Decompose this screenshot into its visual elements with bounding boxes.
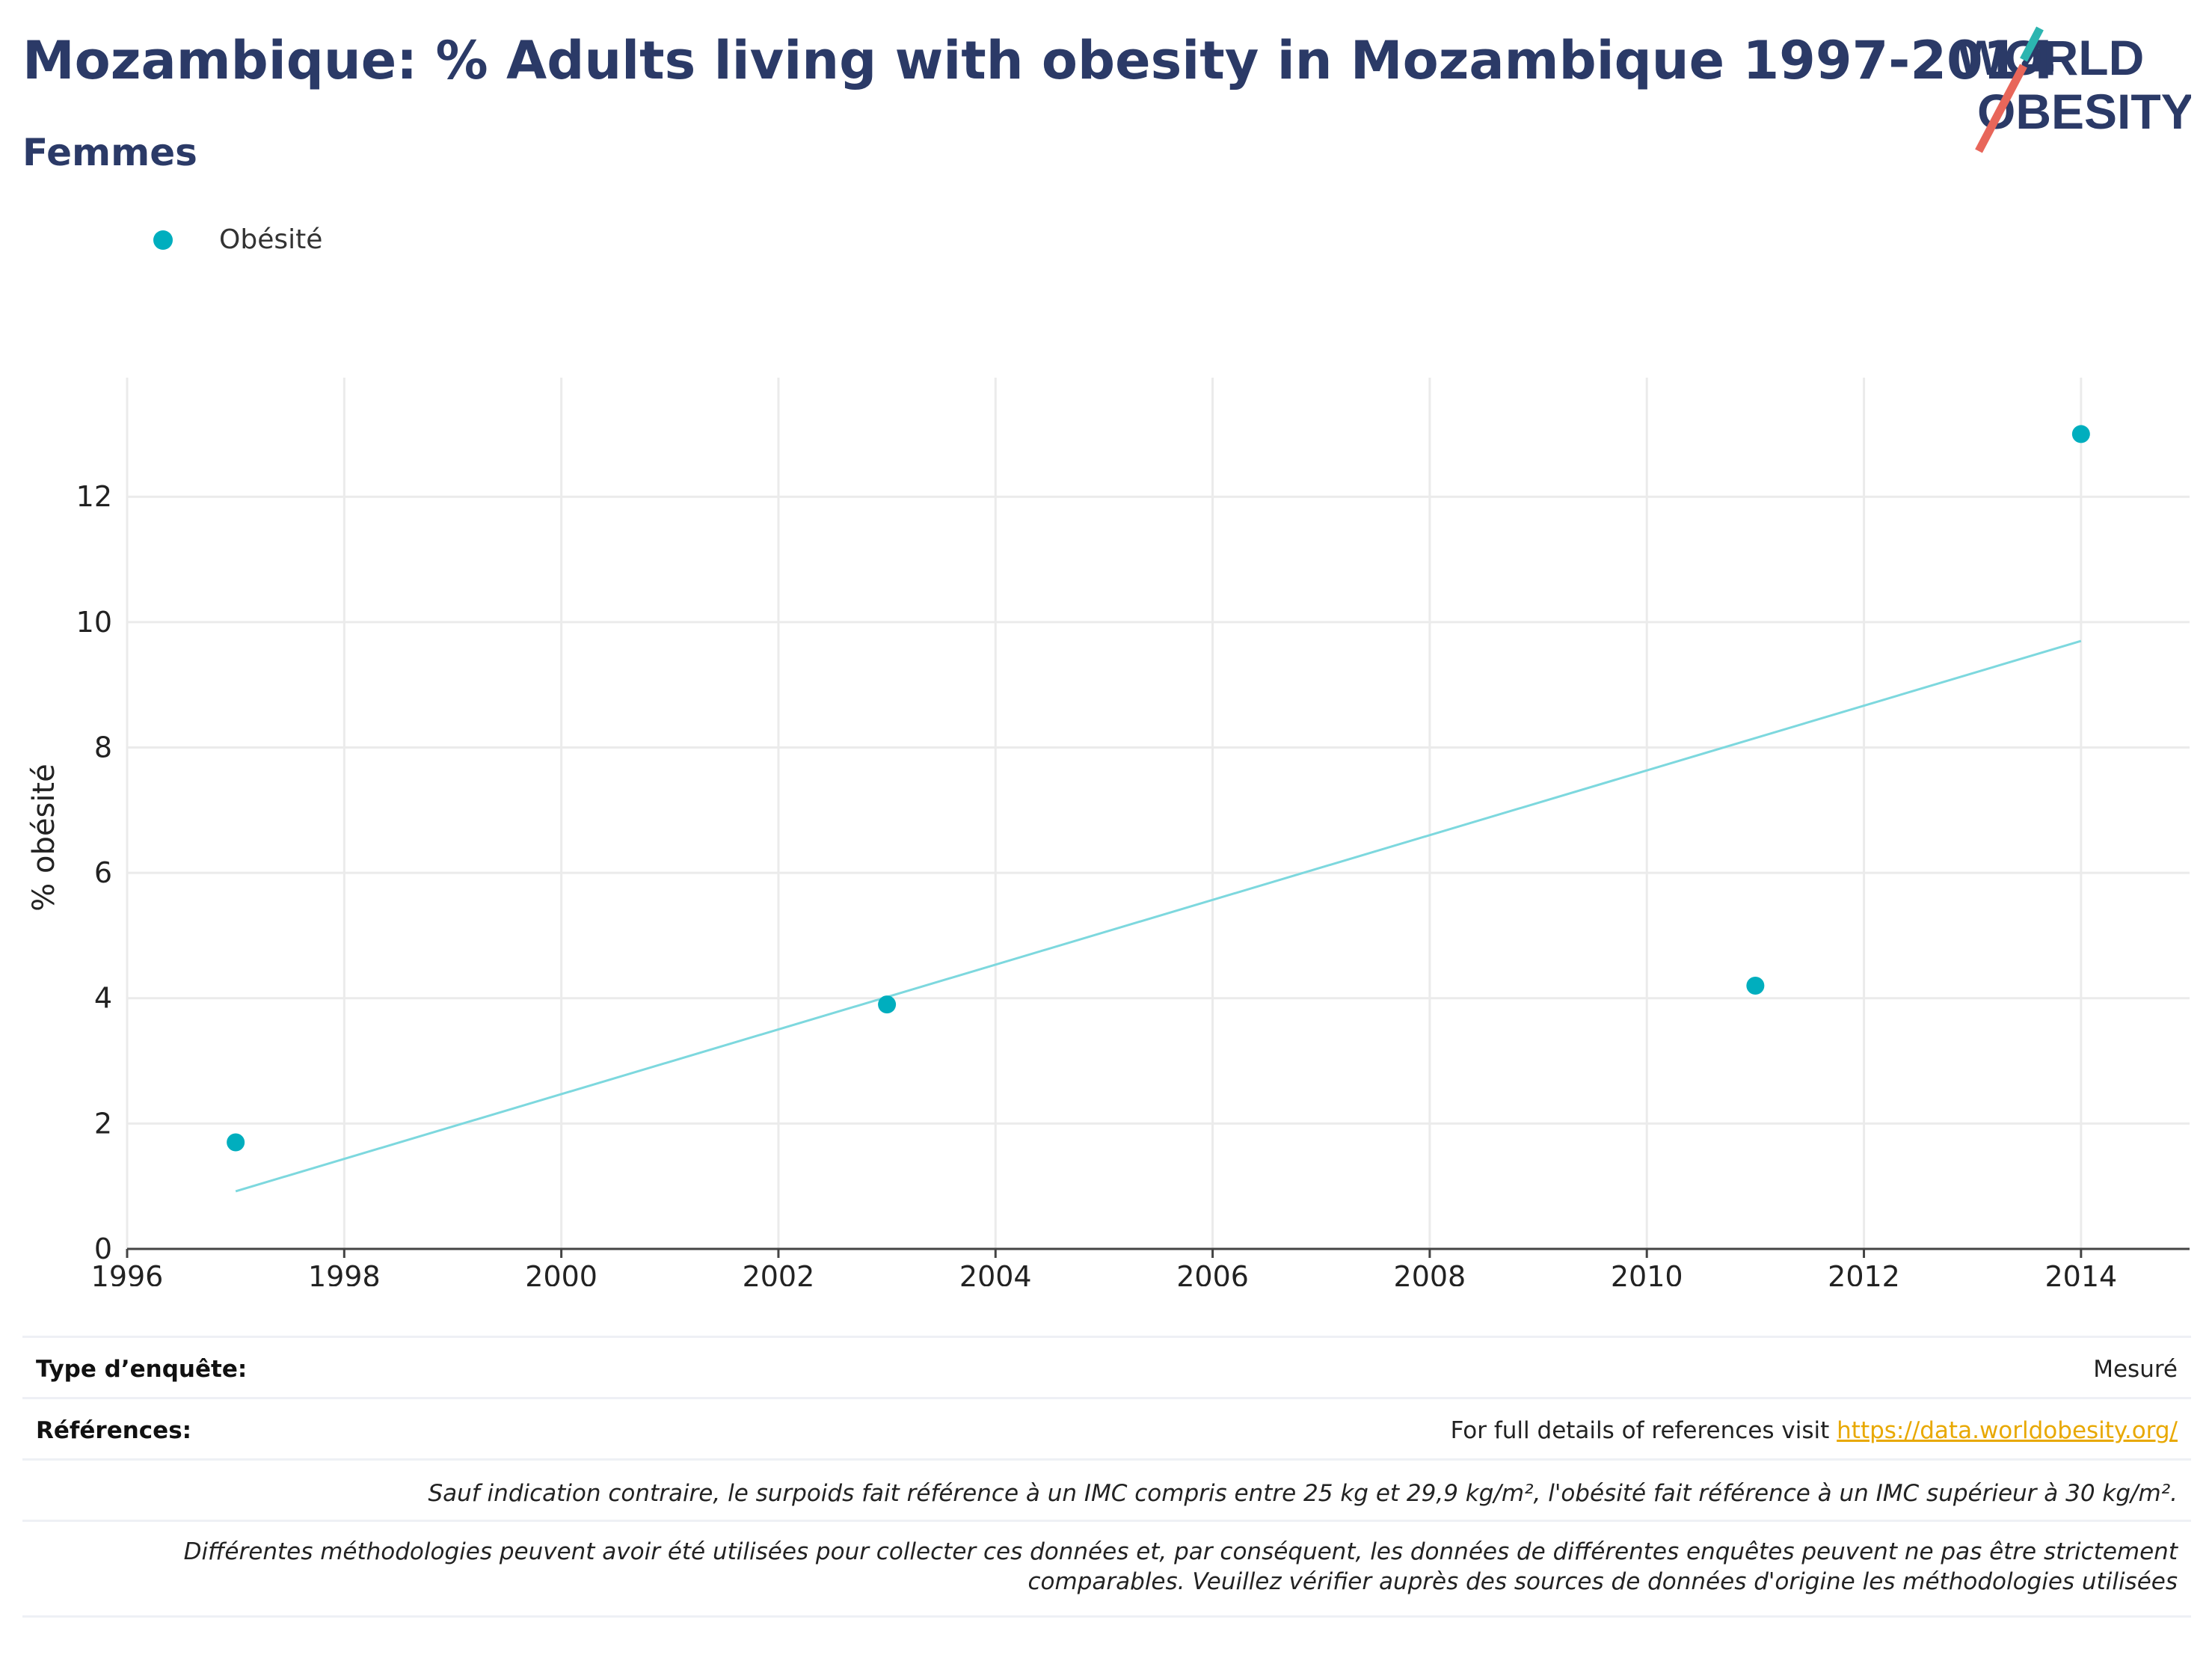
references-link[interactable]: https://data.worldobesity.org/ (1837, 1417, 2178, 1444)
axes: 1996 1998 2000 2002 2004 2006 2008 2010 2012 2014… (76, 480, 2190, 1286)
footer-row-survey-type: Type d’enquête: Mesuré (22, 1336, 2191, 1399)
methodology-note-line1: Différentes méthodologies peuvent avoir … (183, 1538, 2178, 1565)
y-tick-label: 2 (94, 1107, 112, 1140)
y-tick-label: 0 (94, 1232, 112, 1265)
y-tick-label: 8 (94, 731, 112, 764)
data-point (2071, 425, 2090, 443)
chart-title: Mozambique: % Adults living with obesity… (22, 30, 2056, 91)
points-layer (227, 425, 2090, 1152)
x-tick-label: 2010 (1611, 1260, 1683, 1286)
x-tick-label: 2008 (1394, 1260, 1466, 1286)
x-tick-label: 2004 (959, 1260, 1032, 1286)
x-tick-label: 1996 (91, 1260, 164, 1286)
x-tick-label: 2014 (2044, 1260, 2117, 1286)
chart-plot: 1996 1998 2000 2002 2004 2006 2008 2010 2012 2014… (27, 378, 2190, 1286)
logo-red-slash (1975, 64, 2027, 153)
legend-label: Obésité (219, 224, 323, 255)
x-tick-label: 1998 (308, 1260, 381, 1286)
references-value: For full details of references visit htt… (1451, 1417, 2178, 1444)
data-point (227, 1133, 245, 1152)
footer-row-references: Références: For full details of referenc… (22, 1397, 2191, 1461)
references-label: Références: (36, 1417, 192, 1444)
trendline (235, 639, 2082, 1193)
methodology-note-line2: comparables. Veuillez vérifier auprès de… (1027, 1568, 2178, 1595)
references-text: For full details of references visit (1450, 1417, 1837, 1444)
footer-row-note2: Différentes méthodologies peuvent avoir … (22, 1520, 2191, 1618)
survey-type-label: Type d’enquête: (36, 1356, 248, 1383)
logo-text-world: WORLD (1958, 30, 2144, 85)
survey-type-value: Mesuré (2093, 1356, 2178, 1383)
footer-row-note1: Sauf indication contraire, le surpoids f… (22, 1458, 2191, 1522)
x-tick-label: 2012 (1828, 1260, 1900, 1286)
x-tick-label: 2002 (743, 1260, 815, 1286)
y-tick-label: 10 (76, 606, 112, 639)
y-tick-label: 6 (94, 856, 112, 889)
y-tick-label: 12 (76, 480, 112, 513)
world-obesity-logo: WORLD OBESITY (1958, 26, 2191, 153)
chart-legend[interactable]: Obésité (153, 224, 322, 255)
data-point (878, 995, 897, 1014)
logo-teal-slash (2020, 26, 2044, 62)
x-tick-label: 2000 (525, 1260, 597, 1286)
trendline-layer (235, 639, 2082, 1193)
methodology-note: Différentes méthodologies peuvent avoir … (184, 1537, 2178, 1597)
y-axis-label: % obésité (27, 764, 61, 911)
x-tick-label: 2006 (1176, 1260, 1249, 1286)
data-point (1746, 976, 1765, 995)
definition-note: Sauf indication contraire, le surpoids f… (428, 1480, 2178, 1507)
chart-subtitle: Femmes (22, 131, 197, 174)
grid-lines (126, 378, 2190, 1249)
y-tick-label: 4 (94, 982, 112, 1015)
legend-marker-icon (153, 230, 173, 250)
